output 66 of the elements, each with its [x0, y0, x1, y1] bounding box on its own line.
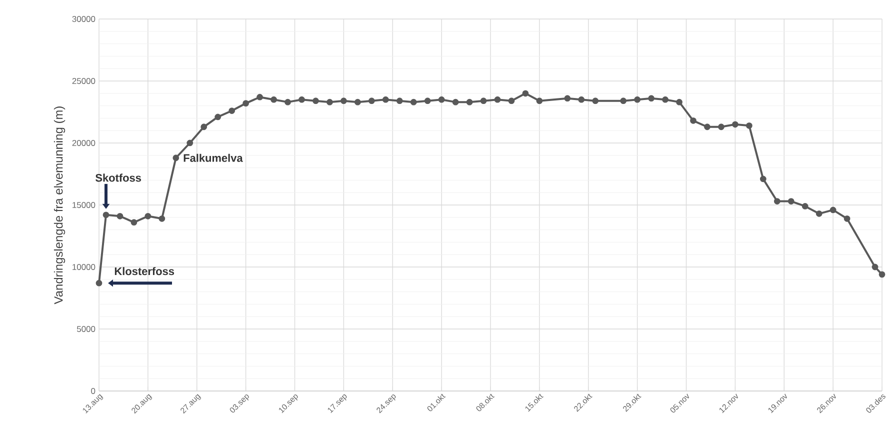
point [878, 271, 886, 278]
point [354, 98, 361, 106]
point [340, 98, 347, 104]
point [830, 206, 836, 214]
point [788, 198, 794, 204]
y-tick-label: 10000 [72, 264, 96, 270]
y-tick-label: 25000 [72, 78, 96, 84]
annotation: Klosterfoss [114, 267, 174, 276]
point [620, 98, 627, 104]
point [816, 210, 822, 217]
point [130, 219, 138, 226]
point [844, 215, 850, 222]
point [662, 96, 668, 103]
point [522, 90, 529, 97]
point [676, 98, 682, 106]
point [746, 122, 752, 129]
point [494, 96, 501, 103]
point [158, 215, 166, 222]
point [480, 98, 487, 104]
point [592, 98, 599, 104]
y-tick-label: 20000 [72, 140, 96, 146]
point [298, 96, 305, 103]
point [102, 212, 110, 218]
point [410, 98, 417, 106]
point [872, 264, 878, 270]
point [704, 124, 710, 130]
point [466, 98, 473, 106]
point [760, 176, 766, 182]
point [368, 98, 375, 104]
point [96, 280, 102, 286]
point [242, 100, 250, 107]
point [438, 96, 445, 103]
point [718, 124, 724, 130]
point [144, 212, 152, 220]
point [228, 108, 236, 114]
y-tick-label: 30000 [72, 16, 96, 22]
annotation: Falkumelva [184, 154, 243, 162]
y-axis-title: Vandringslengde fra elvemunning (m) [54, 106, 66, 304]
point [396, 98, 403, 104]
point [312, 98, 319, 104]
point [270, 96, 277, 103]
point [214, 114, 222, 120]
point [774, 198, 780, 204]
y-tick-label: 5000 [76, 326, 96, 332]
point [452, 98, 459, 106]
point [564, 95, 571, 102]
y-tick-label: 15000 [72, 202, 96, 208]
point [508, 98, 515, 104]
point [116, 212, 124, 220]
point [186, 140, 194, 146]
point [536, 98, 543, 104]
point [732, 121, 738, 128]
point [326, 98, 333, 106]
point [382, 96, 389, 103]
annotation: Skotfoss [96, 174, 142, 182]
point [690, 117, 696, 124]
point [648, 95, 654, 102]
point [578, 96, 585, 103]
point [200, 124, 208, 130]
point [424, 98, 431, 104]
y-tick-label: 0 [91, 388, 96, 394]
point [256, 94, 263, 100]
point [284, 98, 291, 106]
point [634, 96, 641, 103]
point [802, 203, 808, 210]
point [172, 154, 180, 162]
